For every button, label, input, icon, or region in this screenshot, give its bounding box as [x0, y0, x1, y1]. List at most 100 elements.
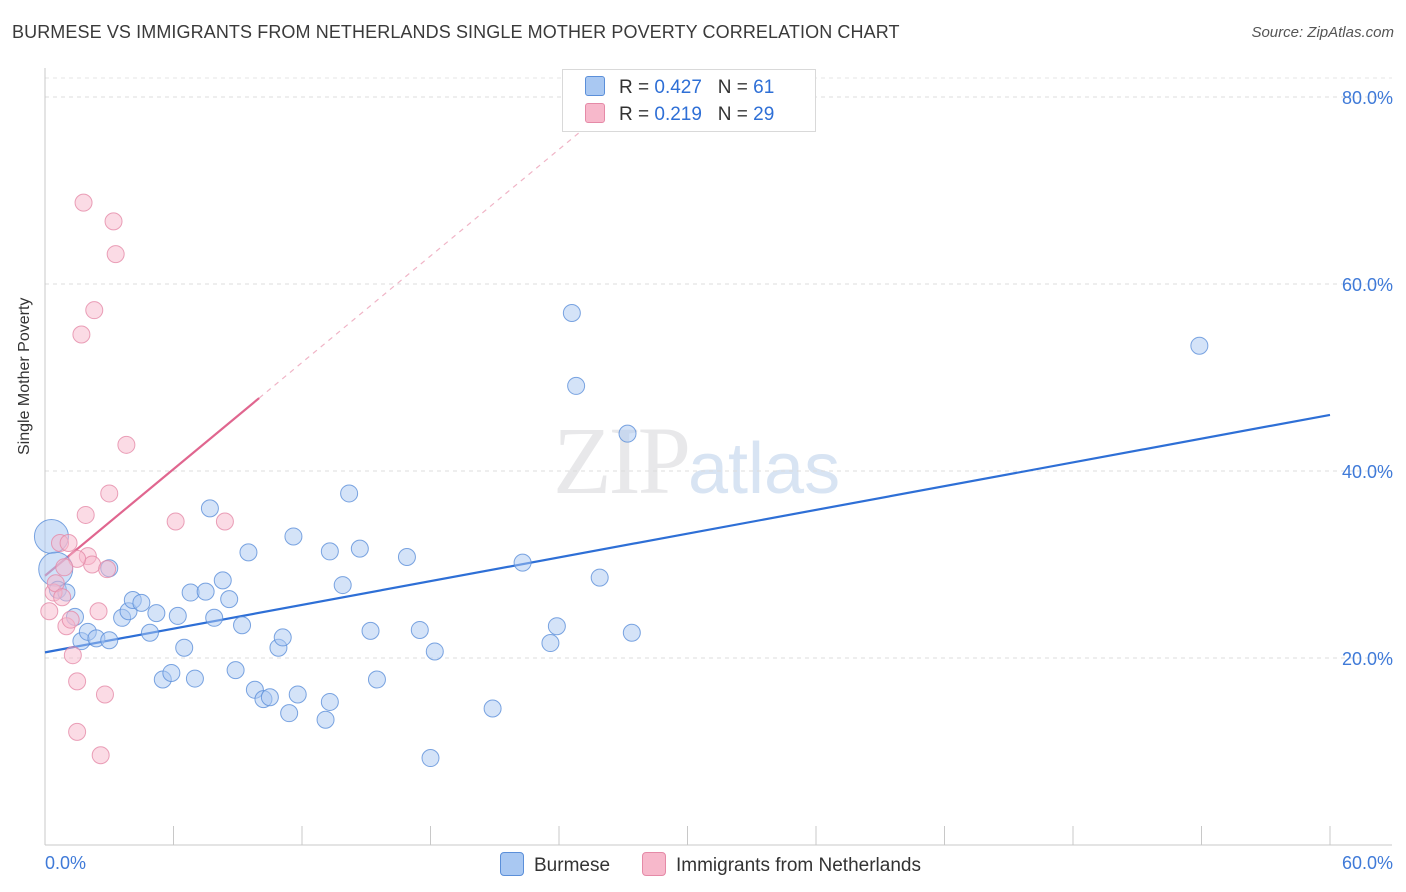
point-netherlands	[68, 549, 87, 568]
legend-r-value: 0.219	[654, 104, 702, 125]
point-burmese	[361, 621, 380, 640]
point-burmese	[367, 670, 386, 689]
point-burmese	[175, 638, 194, 657]
point-burmese	[421, 749, 440, 768]
bottom-legend-swatch-burmese	[500, 852, 524, 876]
trend-line-netherlands	[44, 397, 260, 577]
point-netherlands	[68, 672, 87, 691]
bottom-legend-label-burmese: Burmese	[534, 855, 611, 876]
point-netherlands	[53, 588, 72, 607]
point-burmese	[397, 548, 416, 567]
point-netherlands	[83, 555, 102, 574]
point-burmese	[239, 543, 258, 562]
point-netherlands	[63, 646, 82, 665]
bottom-legend-netherlands: Immigrants from Netherlands	[642, 852, 921, 877]
trend-lines	[44, 95, 1331, 654]
source-label: Source: ZipAtlas.com	[1251, 24, 1394, 41]
legend-swatch-burmese	[585, 76, 605, 96]
point-burmese	[205, 608, 224, 627]
legend-n-value: 61	[753, 77, 775, 98]
point-burmese	[213, 571, 232, 590]
point-netherlands	[59, 533, 78, 552]
legend-row-netherlands: R = 0.219 N = 29	[585, 103, 774, 126]
axes	[44, 68, 1392, 846]
point-burmese	[483, 699, 502, 718]
point-burmese	[220, 590, 239, 609]
point-burmese	[132, 593, 151, 612]
point-burmese	[168, 606, 187, 625]
point-burmese	[622, 623, 641, 642]
point-burmese	[333, 576, 352, 595]
point-netherlands	[95, 685, 114, 704]
trend-line-burmese	[44, 413, 1331, 654]
point-burmese	[185, 669, 204, 688]
legend-r-value: 0.427	[654, 77, 702, 98]
y-axis-label: Single Mother Poverty	[16, 297, 33, 455]
point-netherlands	[215, 512, 234, 531]
trend-extension-netherlands	[258, 95, 624, 399]
legend-n-label: N =	[717, 77, 748, 98]
y-tick-label: 20.0%	[1342, 649, 1393, 669]
point-burmese	[196, 582, 215, 601]
grid-lines	[45, 77, 1392, 659]
y-tick-label: 60.0%	[1342, 275, 1393, 295]
point-burmese	[181, 583, 200, 602]
point-netherlands	[91, 746, 110, 765]
point-burmese	[226, 661, 245, 680]
chart-title: BURMESE VS IMMIGRANTS FROM NETHERLANDS S…	[12, 22, 900, 42]
point-burmese	[280, 704, 299, 723]
data-points	[33, 193, 1209, 768]
point-netherlands	[100, 484, 119, 503]
point-netherlands	[55, 558, 74, 577]
point-burmese	[340, 484, 359, 503]
point-burmese	[316, 710, 335, 729]
point-burmese	[233, 616, 252, 635]
point-netherlands	[74, 193, 93, 212]
point-netherlands	[166, 512, 185, 531]
point-netherlands	[98, 560, 117, 579]
point-netherlands	[104, 212, 123, 231]
point-burmese	[100, 631, 119, 650]
point-burmese	[410, 620, 429, 639]
point-netherlands	[89, 602, 108, 621]
point-netherlands	[68, 722, 87, 741]
y-tick-label: 40.0%	[1342, 462, 1393, 482]
point-netherlands	[72, 325, 91, 344]
watermark-zip: ZIP	[553, 407, 691, 514]
legend-swatch-netherlands	[585, 103, 605, 123]
legend-r-label: R =	[619, 104, 650, 125]
y-tick-label: 80.0%	[1342, 88, 1393, 108]
tick-labels: 20.0% 40.0% 60.0% 80.0% 0.0% 60.0%	[45, 88, 1393, 873]
legend-row-burmese: R = 0.427 N = 61	[585, 76, 774, 99]
bottom-legend-burmese: Burmese	[500, 852, 610, 877]
point-burmese	[541, 634, 560, 653]
point-burmese	[590, 568, 609, 587]
point-netherlands	[85, 301, 104, 320]
point-burmese	[1190, 336, 1209, 355]
point-burmese	[260, 688, 279, 707]
point-burmese	[567, 376, 586, 395]
watermark-atlas: atlas	[688, 429, 841, 509]
point-burmese	[284, 527, 303, 546]
point-burmese	[147, 604, 166, 623]
point-burmese	[425, 642, 444, 661]
correlation-legend: R = 0.427 N = 61 R = 0.219 N = 29	[562, 69, 816, 132]
point-burmese	[200, 499, 219, 518]
bottom-legend-swatch-netherlands	[642, 852, 666, 876]
point-burmese	[320, 542, 339, 561]
point-burmese	[140, 623, 159, 642]
point-netherlands	[106, 245, 125, 264]
point-burmese	[162, 663, 181, 682]
legend-n-label: N =	[717, 104, 748, 125]
legend-r-label: R =	[619, 77, 650, 98]
point-netherlands	[76, 505, 95, 524]
watermark: ZIPatlas	[553, 405, 840, 516]
point-burmese	[513, 553, 532, 572]
point-burmese	[547, 617, 566, 636]
point-burmese	[320, 692, 339, 711]
point-netherlands	[117, 435, 136, 454]
point-burmese	[562, 303, 581, 322]
legend-n-value: 29	[753, 104, 775, 125]
point-netherlands	[61, 610, 80, 629]
